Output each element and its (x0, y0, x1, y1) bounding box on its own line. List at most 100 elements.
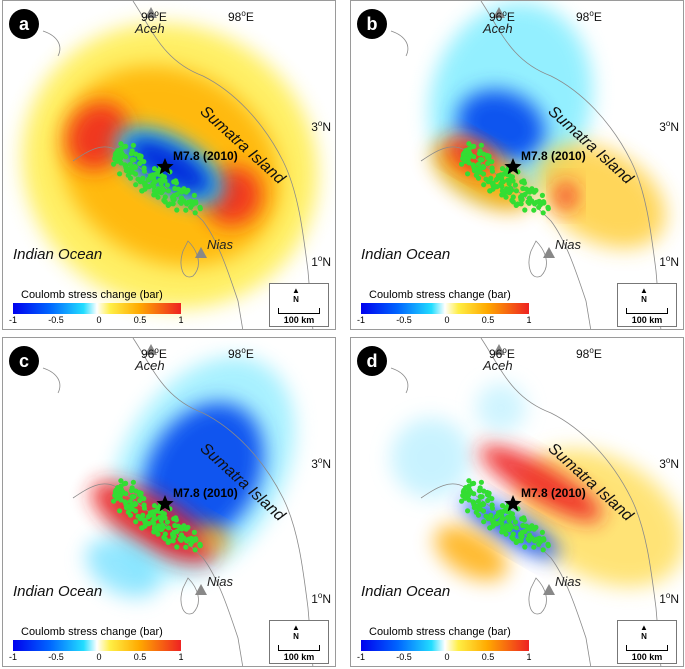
aftershock-dot (498, 512, 505, 518)
aftershock-dot (466, 141, 472, 147)
aftershock-dot (510, 178, 516, 184)
aftershock-dot (158, 181, 164, 187)
aftershock-dot (171, 196, 177, 203)
aftershock-dot (178, 200, 184, 206)
aftershock-dot (118, 497, 124, 503)
aftershock-dot (481, 519, 487, 525)
map-panel-a: a 96oE 98oE 3oN 1oN Aceh Nias Sumatra Is… (2, 0, 336, 330)
aftershock-dot (178, 537, 184, 543)
lat-label-1: 1oN (659, 591, 679, 606)
lon-label-98: 98oE (576, 9, 602, 24)
aftershock-dot (490, 180, 496, 186)
legend-tick: 1 (526, 652, 532, 662)
aftershock-dot (512, 182, 518, 188)
aftershock-dot (174, 207, 180, 213)
aftershock-dot (192, 547, 198, 553)
aceh-triangle-icon (493, 7, 505, 18)
legend-tick: -0.5 (396, 315, 412, 325)
aftershock-dot (114, 155, 120, 161)
stress-map (22, 1, 318, 329)
legend-title: Coulomb stress change (bar) (369, 289, 511, 301)
aftershock-dot (137, 160, 143, 167)
aftershock-dot (462, 492, 468, 498)
aftershock-dot (485, 497, 491, 504)
legend-colorbar (13, 640, 181, 651)
aftershock-dot (120, 489, 126, 495)
aftershock-dot (165, 188, 171, 194)
aftershock-dot (475, 161, 481, 167)
aftershock-dot (165, 525, 171, 531)
indian-ocean-label: Indian Ocean (361, 583, 451, 600)
aftershock-dot (123, 143, 129, 149)
nias-triangle-icon (543, 584, 555, 595)
stress-blue-north (457, 89, 545, 163)
legend-ticks: -1 -0.5 0 0.5 1 (357, 651, 535, 663)
aftershock-dot (478, 142, 484, 148)
legend-ticks: -1 -0.5 0 0.5 1 (9, 314, 187, 326)
legend-tick: 0.5 (133, 315, 147, 325)
aftershock-dot (526, 524, 532, 531)
scale-label: 100 km (283, 652, 315, 662)
aftershock-dot (504, 186, 510, 192)
place-aceh: Aceh (135, 358, 165, 373)
aftershock-dot (540, 547, 546, 553)
aftershock-dot (512, 519, 518, 525)
aftershock-dot (174, 544, 180, 550)
aftershock-dot (489, 496, 495, 502)
legend-tick: -1 (8, 315, 18, 325)
place-nias: Nias (555, 237, 582, 252)
aftershock-dot (197, 206, 203, 212)
aftershock-dot (141, 159, 147, 165)
legend-ticks: -1 -0.5 0 0.5 1 (357, 314, 535, 326)
aftershock-dot (151, 516, 157, 522)
aceh-triangle-icon (145, 344, 157, 355)
aftershock-dot (539, 529, 545, 535)
aftershock-dot (499, 166, 506, 172)
indian-ocean-label: Indian Ocean (13, 246, 103, 263)
aftershock-dot (484, 489, 490, 496)
aftershock-dot (510, 536, 516, 542)
aftershock-dot (510, 199, 516, 205)
panel-label: d (357, 346, 387, 376)
aftershock-dot (144, 521, 150, 527)
aftershock-dot (164, 519, 170, 525)
legend-tick: 0 (96, 652, 102, 662)
aftershock-dot (127, 498, 133, 504)
aftershock-dot (522, 207, 528, 213)
aftershock-dot (526, 532, 533, 538)
aftershock-dot (545, 543, 551, 549)
place-aceh: Aceh (483, 21, 513, 36)
aftershock-dot (173, 180, 179, 186)
aftershock-dot (536, 198, 542, 204)
aftershock-dot (526, 187, 532, 194)
legend-colorbar (361, 303, 529, 314)
aftershock-dot (114, 492, 120, 498)
stress-map (390, 338, 683, 666)
aftershock-dot (151, 525, 157, 531)
scale-bar: ▲ N 100 km (617, 283, 677, 327)
aftershock-dot (132, 508, 139, 514)
aftershock-dot (137, 497, 143, 504)
aftershock-dot (518, 538, 524, 544)
aftershock-dot (513, 525, 519, 531)
aftershock-dot (463, 485, 469, 491)
lat-label-3: 3oN (311, 456, 331, 471)
aftershock-dot (144, 184, 150, 190)
aftershock-dot (139, 188, 145, 194)
aftershock-dot (171, 192, 177, 199)
color-legend: Coulomb stress change (bar) -1 -0.5 0 0.5 1 (357, 289, 535, 329)
legend-tick: -1 (8, 652, 18, 662)
aftershock-dot (536, 535, 542, 541)
lat-label-1: 1oN (311, 591, 331, 606)
aftershock-dot (162, 178, 168, 184)
aftershock-dot (492, 184, 498, 190)
scale-label: 100 km (631, 315, 663, 325)
lon-label-96: 96oE (141, 9, 167, 24)
aftershock-dot (510, 515, 516, 521)
aftershock-dot (481, 182, 487, 188)
aftershock-dot (462, 155, 468, 161)
nias-triangle-icon (195, 584, 207, 595)
aftershock-dot (162, 536, 168, 542)
aftershock-dot (183, 544, 189, 550)
aftershock-dot (485, 160, 491, 167)
